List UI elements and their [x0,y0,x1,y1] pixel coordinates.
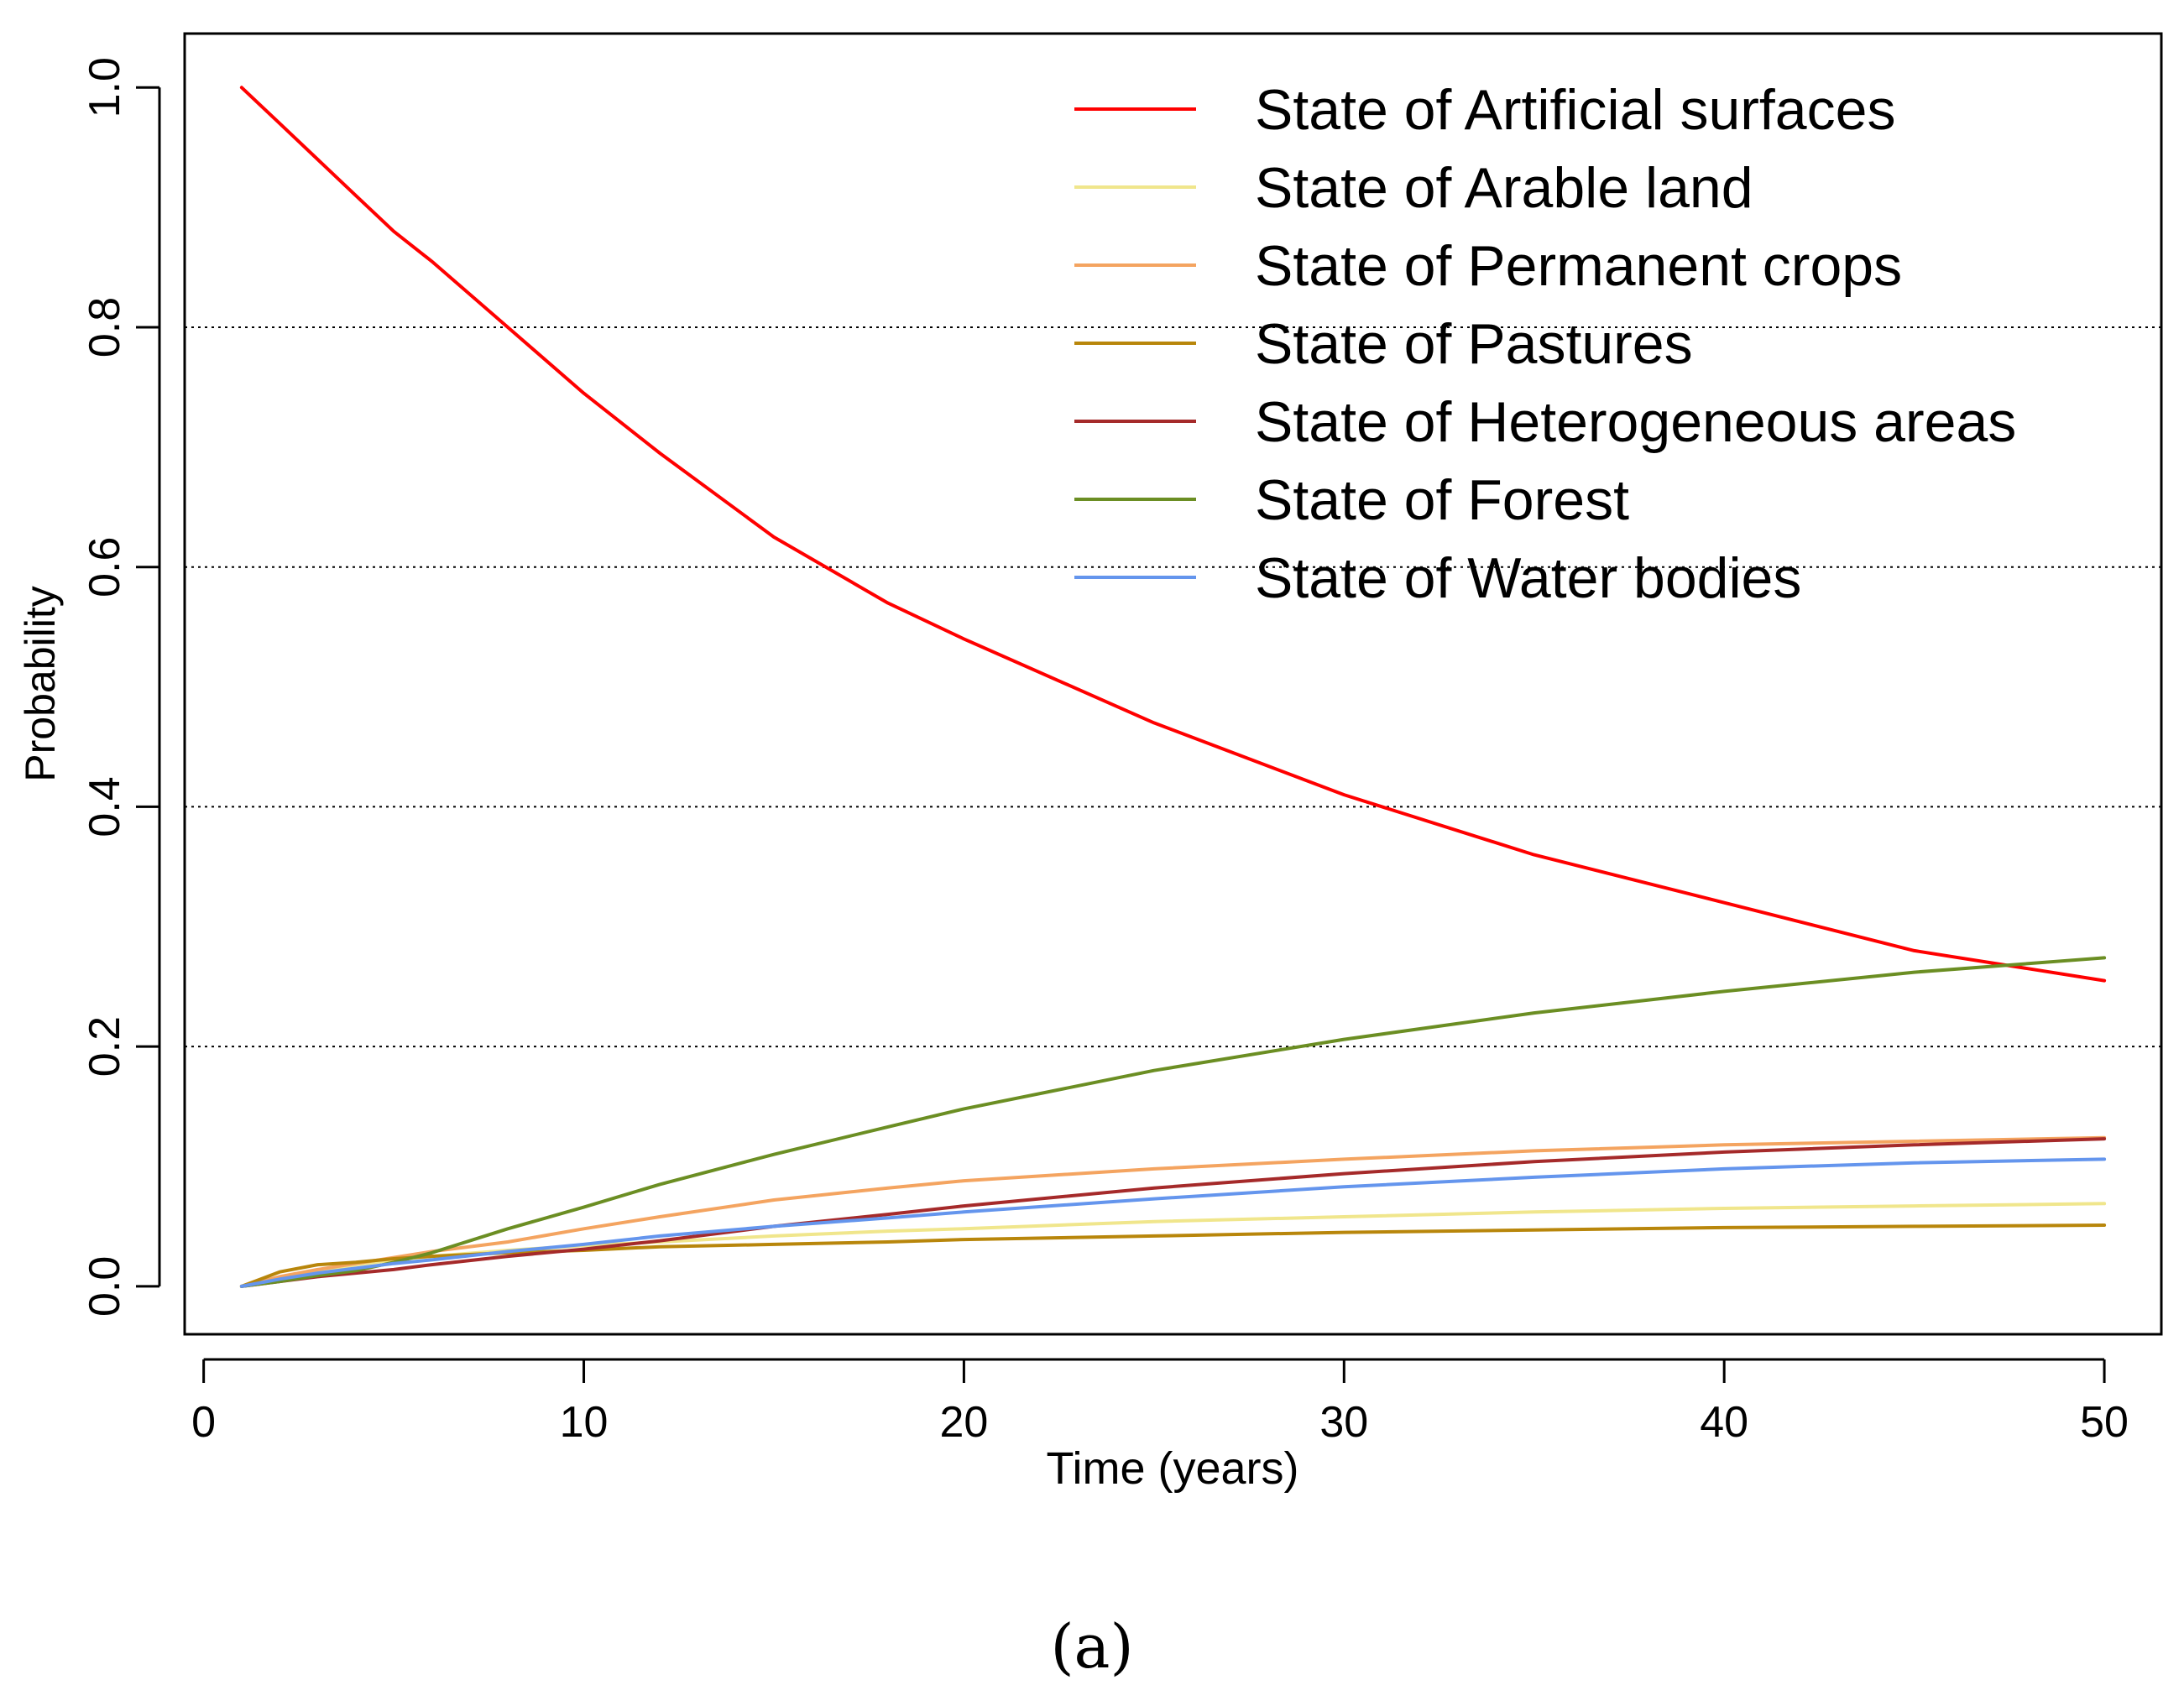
series-lines [239,86,2107,1288]
y-axis-label: Probability [17,586,64,781]
y-tick-label: 0.8 [81,297,129,357]
series-line [239,1202,2107,1288]
y-tick-label: 1.0 [81,57,129,117]
figure-caption: (a) [1050,1611,1134,1682]
x-tick-label: 20 [939,1398,988,1447]
y-tick-label: 0.6 [81,537,129,597]
series-line [239,1135,2107,1288]
series-line [239,1137,2107,1288]
series-line [239,86,2107,983]
legend-label: State of Permanent crops [1255,234,1902,298]
legend-label: State of Artificial surfaces [1255,78,1895,142]
x-tick-label: 0 [191,1398,216,1447]
x-axis: 0 10 20 30 40 50 [191,1358,2129,1447]
series-line [239,1157,2107,1288]
grid-lines [185,326,2161,1048]
legend-label: State of Arable land [1255,156,1753,220]
y-tick-label: 0.4 [81,776,129,837]
plot-frame [183,32,2163,1336]
y-tick-label: 0.0 [81,1256,129,1317]
legend-label: State of Pastures [1255,312,1693,376]
legend-label: State of Heterogeneous areas [1255,390,2016,454]
series-line [239,956,2107,1288]
legend-label: State of Forest [1255,468,1629,532]
y-axis: 0.0 0.2 0.4 0.6 0.8 1.0 [81,57,161,1317]
legend: State of Artificial surfaces State of Ara… [1074,78,2016,610]
x-tick-label: 40 [1700,1398,1748,1447]
y-tick-label: 0.2 [81,1016,129,1077]
x-tick-label: 10 [560,1398,609,1447]
x-axis-label: Time (years) [1046,1443,1298,1494]
legend-label: State of Water bodies [1255,546,1801,610]
x-tick-label: 30 [1319,1398,1368,1447]
x-tick-label: 50 [2080,1398,2129,1447]
series-line [239,1223,2107,1288]
